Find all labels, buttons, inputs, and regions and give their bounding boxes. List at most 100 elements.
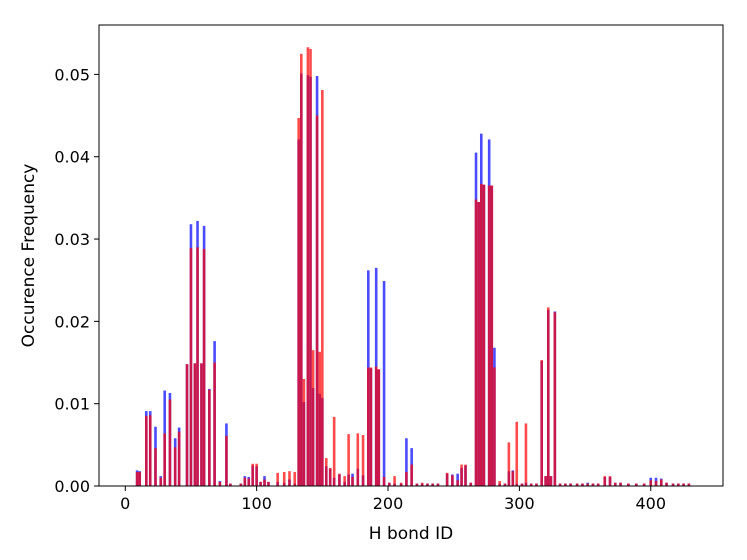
x-axis-label: H bond ID <box>369 524 453 544</box>
bar <box>469 482 473 486</box>
x-tick-label: 0 <box>120 494 130 513</box>
bar <box>259 481 262 486</box>
bar <box>659 479 663 486</box>
bar <box>193 363 197 486</box>
y-tick-label: 0.02 <box>54 312 90 331</box>
bar <box>507 442 511 486</box>
bar <box>135 472 139 486</box>
bar <box>282 472 286 486</box>
bar <box>515 421 519 486</box>
bar <box>544 476 547 486</box>
bar <box>229 483 232 486</box>
series-2-bars <box>135 47 691 487</box>
bar <box>293 472 297 486</box>
bar <box>347 434 350 486</box>
bar <box>159 477 163 486</box>
bar <box>302 378 306 486</box>
bar <box>300 53 303 487</box>
y-tick-label: 0.04 <box>54 148 90 167</box>
bar <box>185 364 189 486</box>
bar <box>251 463 254 486</box>
bar <box>393 476 396 486</box>
bar <box>498 481 501 486</box>
bar <box>163 433 166 486</box>
bar <box>318 351 321 486</box>
bar <box>426 483 429 486</box>
bar <box>415 483 419 486</box>
bar <box>581 483 584 486</box>
bar <box>671 483 675 486</box>
bar <box>529 483 533 486</box>
bar <box>591 483 595 486</box>
bar <box>477 201 480 487</box>
bar <box>315 115 319 487</box>
bar <box>569 483 572 486</box>
bar <box>208 389 211 486</box>
y-tick-label: 0.03 <box>54 230 90 249</box>
bar <box>586 483 589 486</box>
bar <box>218 481 222 486</box>
bar <box>405 472 408 486</box>
bar <box>596 483 600 486</box>
bar <box>202 248 206 486</box>
bar <box>654 481 658 486</box>
bar <box>456 480 459 486</box>
bar <box>451 475 454 486</box>
bar <box>367 367 370 486</box>
bar <box>603 476 607 486</box>
bar <box>436 483 440 486</box>
bar <box>553 312 557 486</box>
bar <box>460 464 463 486</box>
bar <box>649 480 653 486</box>
bar <box>490 185 494 486</box>
bar <box>213 362 216 486</box>
plot-frame <box>98 24 724 487</box>
x-tick-label: 300 <box>504 494 535 513</box>
bar <box>399 482 403 486</box>
bar <box>503 483 507 486</box>
bar <box>148 415 152 486</box>
bar <box>255 463 258 486</box>
x-tick-label: 100 <box>241 494 272 513</box>
bar <box>247 478 251 486</box>
bar <box>520 483 524 486</box>
bar <box>558 483 562 486</box>
bar <box>464 464 467 486</box>
bar <box>324 458 328 486</box>
bar <box>306 47 310 486</box>
y-tick-label: 0.00 <box>54 477 90 496</box>
bar <box>328 467 332 486</box>
bar <box>332 416 336 486</box>
series-1-bars <box>135 73 691 487</box>
bar <box>388 482 391 486</box>
y-tick-label: 0.05 <box>54 65 90 84</box>
bar <box>511 471 515 486</box>
bar <box>297 118 300 487</box>
bar <box>225 435 228 486</box>
bar <box>524 423 528 486</box>
bar <box>351 476 354 486</box>
bar <box>356 433 360 486</box>
bar <box>479 183 483 486</box>
bar <box>239 483 243 486</box>
bar <box>405 438 408 486</box>
bar <box>540 360 544 486</box>
bar <box>420 482 424 486</box>
bar <box>410 464 413 486</box>
bar <box>535 483 538 486</box>
bars-layer <box>135 47 691 487</box>
bar <box>431 483 434 486</box>
bar <box>189 248 193 486</box>
x-tick-label: 200 <box>373 494 404 513</box>
bar <box>267 481 270 486</box>
bar <box>200 363 203 486</box>
bar <box>627 483 630 486</box>
bar <box>445 472 449 486</box>
bar <box>474 199 478 486</box>
bar <box>154 448 157 486</box>
bar <box>487 185 491 486</box>
bar <box>677 483 680 486</box>
bar <box>687 483 691 486</box>
bar <box>482 184 486 486</box>
